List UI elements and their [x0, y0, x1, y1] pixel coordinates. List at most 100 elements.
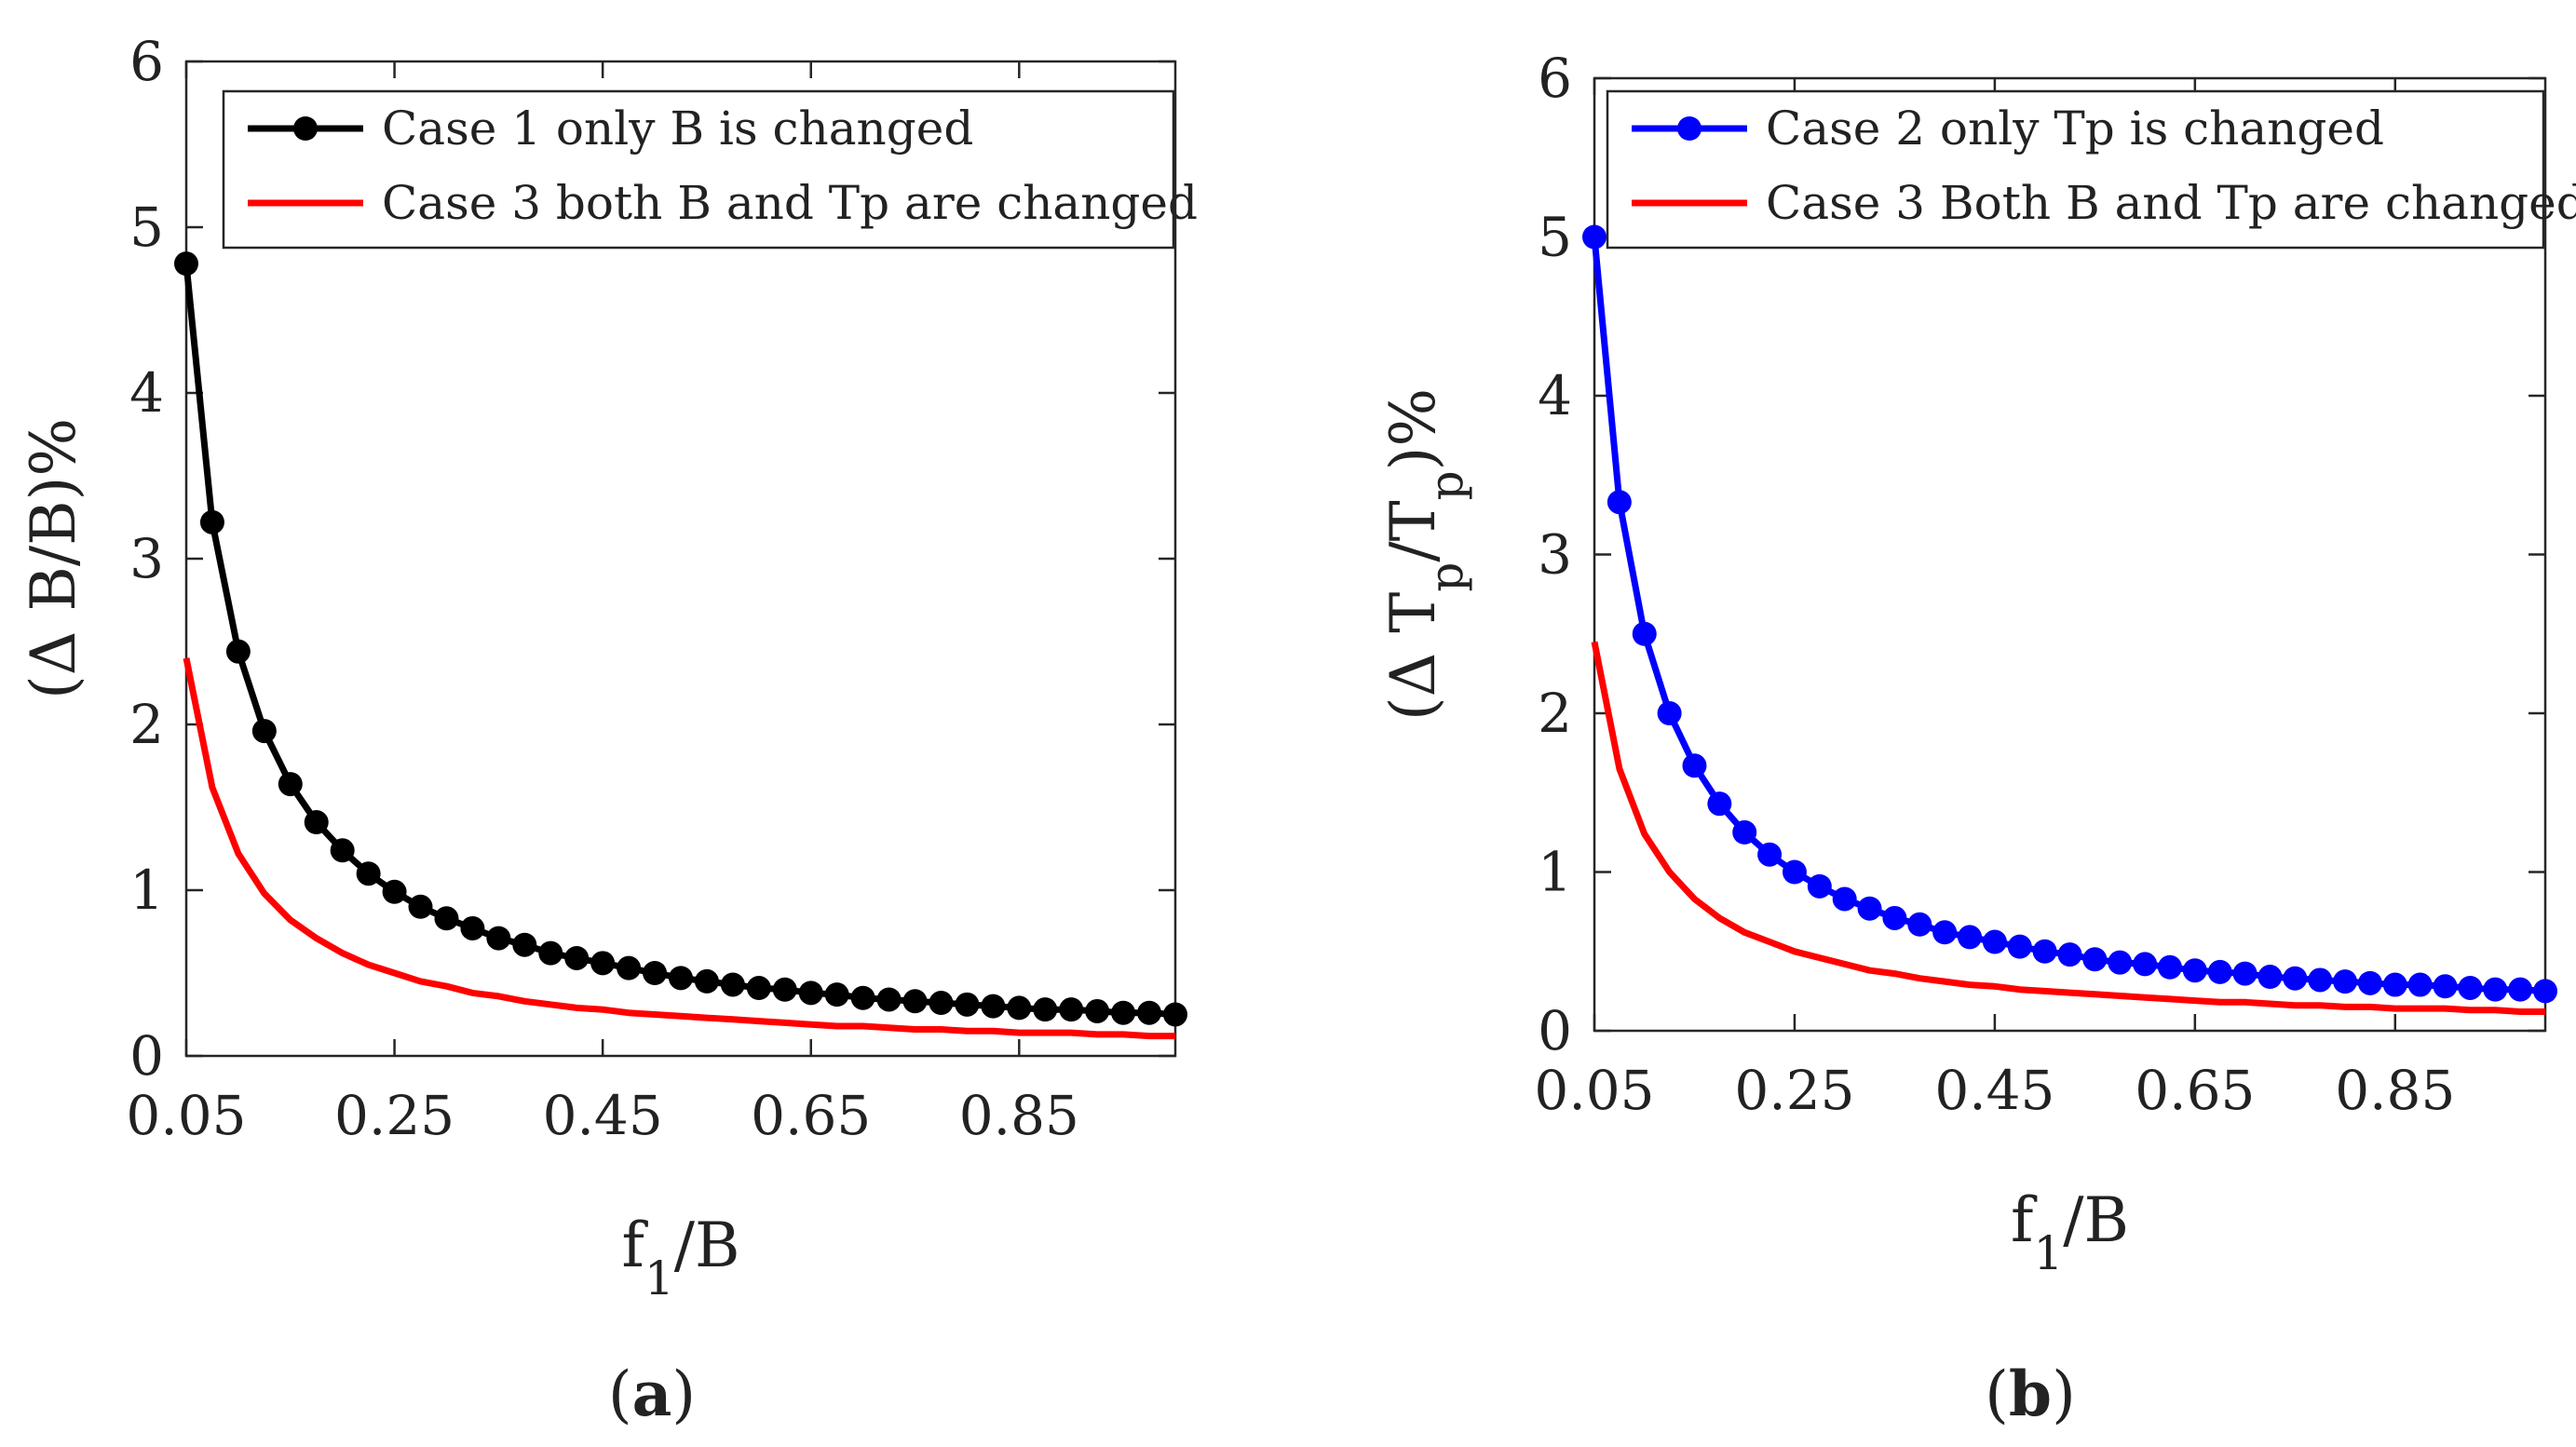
- x-tick-label: 0.25: [334, 1084, 454, 1147]
- series-point-1: [1582, 224, 1607, 250]
- series-point-1: [564, 945, 590, 970]
- series-point-1: [1163, 1002, 1187, 1027]
- series-point-1: [278, 772, 303, 797]
- series-point-1: [876, 987, 902, 1012]
- y-tick-label: 1: [1538, 841, 1572, 904]
- series-point-1: [2133, 952, 2158, 977]
- series-point-1: [1607, 490, 1632, 515]
- x-axis-label-rest: /B: [674, 1210, 740, 1281]
- y-tick-label: 6: [1538, 47, 1572, 110]
- series-point-1: [225, 639, 251, 664]
- series-point-1: [669, 966, 693, 991]
- series-point-1: [955, 992, 980, 1017]
- x-tick-label: 0.85: [2335, 1059, 2455, 1122]
- series-point-1: [1907, 912, 1932, 937]
- series-point-1: [746, 976, 771, 1001]
- x-tick-label: 0.85: [959, 1084, 1079, 1147]
- series-point-1: [590, 951, 616, 976]
- legend-marker-1: [1677, 116, 1702, 141]
- series-point-1: [1932, 920, 1958, 945]
- series-point-1: [720, 972, 745, 997]
- series-point-1: [1732, 819, 1757, 845]
- series-point-1: [2407, 972, 2433, 997]
- series-point-1: [2433, 974, 2458, 999]
- series-point-1: [2283, 966, 2308, 991]
- legend-label-2: Case 3 both B and Tp are changed: [382, 176, 1198, 230]
- series-point-1: [512, 932, 537, 957]
- series-point-1: [2108, 950, 2133, 975]
- series-point-1: [1111, 1000, 1136, 1025]
- legend-box: [1606, 89, 2545, 250]
- series-line-2: [1591, 641, 2545, 1015]
- series-point-1: [2257, 965, 2283, 990]
- y-axis-label: (Δ Tp/Tp)%: [1377, 388, 1473, 721]
- series-point-1: [1033, 997, 1058, 1022]
- legend-marker-1: [293, 116, 318, 141]
- x-axis-label-main: f: [2011, 1184, 2038, 1256]
- caption-letter: a: [632, 1358, 672, 1430]
- caption-paren: ): [2052, 1359, 2076, 1430]
- series-point-1: [2458, 975, 2483, 1000]
- series-point-1: [304, 810, 329, 835]
- series-point-1: [850, 985, 875, 1010]
- series-point-1: [1757, 842, 1783, 867]
- y-tick-label: 5: [129, 196, 164, 259]
- series-point-1: [2533, 979, 2557, 1004]
- series-point-1: [2382, 972, 2407, 997]
- series-point-1: [1059, 997, 1084, 1022]
- y-axis-label: (Δ B/B)%: [18, 418, 89, 699]
- series-point-1: [1707, 791, 1732, 817]
- series-point-1: [199, 509, 224, 534]
- y-axis-label-subscript: p: [1419, 562, 1473, 592]
- legend-label-1: Case 1 only B is changed: [382, 101, 973, 156]
- y-tick-label: 3: [129, 527, 164, 590]
- series-point-1: [2483, 977, 2508, 1002]
- y-tick-label: 3: [1538, 523, 1572, 587]
- series-line-2: [183, 657, 1175, 1040]
- y-tick-label: 2: [129, 693, 164, 756]
- y-tick-label: 5: [1538, 206, 1572, 269]
- series-point-1: [460, 915, 485, 940]
- x-axis-label-main: f: [622, 1210, 649, 1281]
- x-axis-label-subscript: 1: [2033, 1226, 2063, 1280]
- series-point-1: [772, 977, 797, 1002]
- series-point-1: [1657, 701, 1682, 725]
- series-point-1: [1832, 886, 1857, 912]
- series-point-1: [382, 879, 407, 904]
- x-tick-label: 0.05: [1534, 1059, 1654, 1122]
- caption-paren: (: [1985, 1359, 2009, 1430]
- series-point-1: [1958, 925, 1983, 950]
- series-point-1: [2157, 954, 2182, 980]
- series-point-1: [2308, 967, 2333, 993]
- series-point-1: [174, 251, 198, 277]
- x-axis-label-subscript: 1: [644, 1251, 674, 1305]
- x-tick-label: 0.25: [1734, 1059, 1854, 1122]
- series-point-1: [981, 994, 1006, 1019]
- series-point-1: [434, 906, 459, 931]
- caption-letter: b: [2009, 1358, 2052, 1430]
- series-point-1: [2508, 977, 2533, 1002]
- series-point-1: [1085, 998, 1110, 1023]
- series-point-1: [2232, 961, 2257, 986]
- y-tick-label: 1: [129, 859, 164, 922]
- x-tick-label: 0.45: [543, 1084, 663, 1147]
- x-axis-label-rest: /B: [2063, 1184, 2129, 1256]
- series-point-1: [1982, 929, 2007, 954]
- x-tick-label: 0.45: [1934, 1059, 2054, 1122]
- series-point-1: [1782, 859, 1807, 885]
- caption-paren: ): [671, 1359, 696, 1430]
- series-point-1: [694, 968, 719, 994]
- series-point-1: [2082, 947, 2108, 972]
- series-point-1: [798, 980, 823, 1006]
- series-point-1: [1857, 896, 1882, 921]
- caption-paren: (: [608, 1359, 632, 1430]
- series-point-1: [1137, 1000, 1162, 1025]
- y-axis-label-subscript: p: [1419, 470, 1473, 500]
- x-tick-label: 0.65: [2135, 1059, 2255, 1122]
- legend-label-2: Case 3 Both B and Tp are changed: [1766, 176, 2576, 230]
- series-point-1: [1882, 905, 1907, 930]
- series-point-1: [538, 940, 563, 966]
- series-point-1: [1807, 873, 1832, 899]
- legend-label-1: Case 2 only Tp is changed: [1766, 101, 2384, 156]
